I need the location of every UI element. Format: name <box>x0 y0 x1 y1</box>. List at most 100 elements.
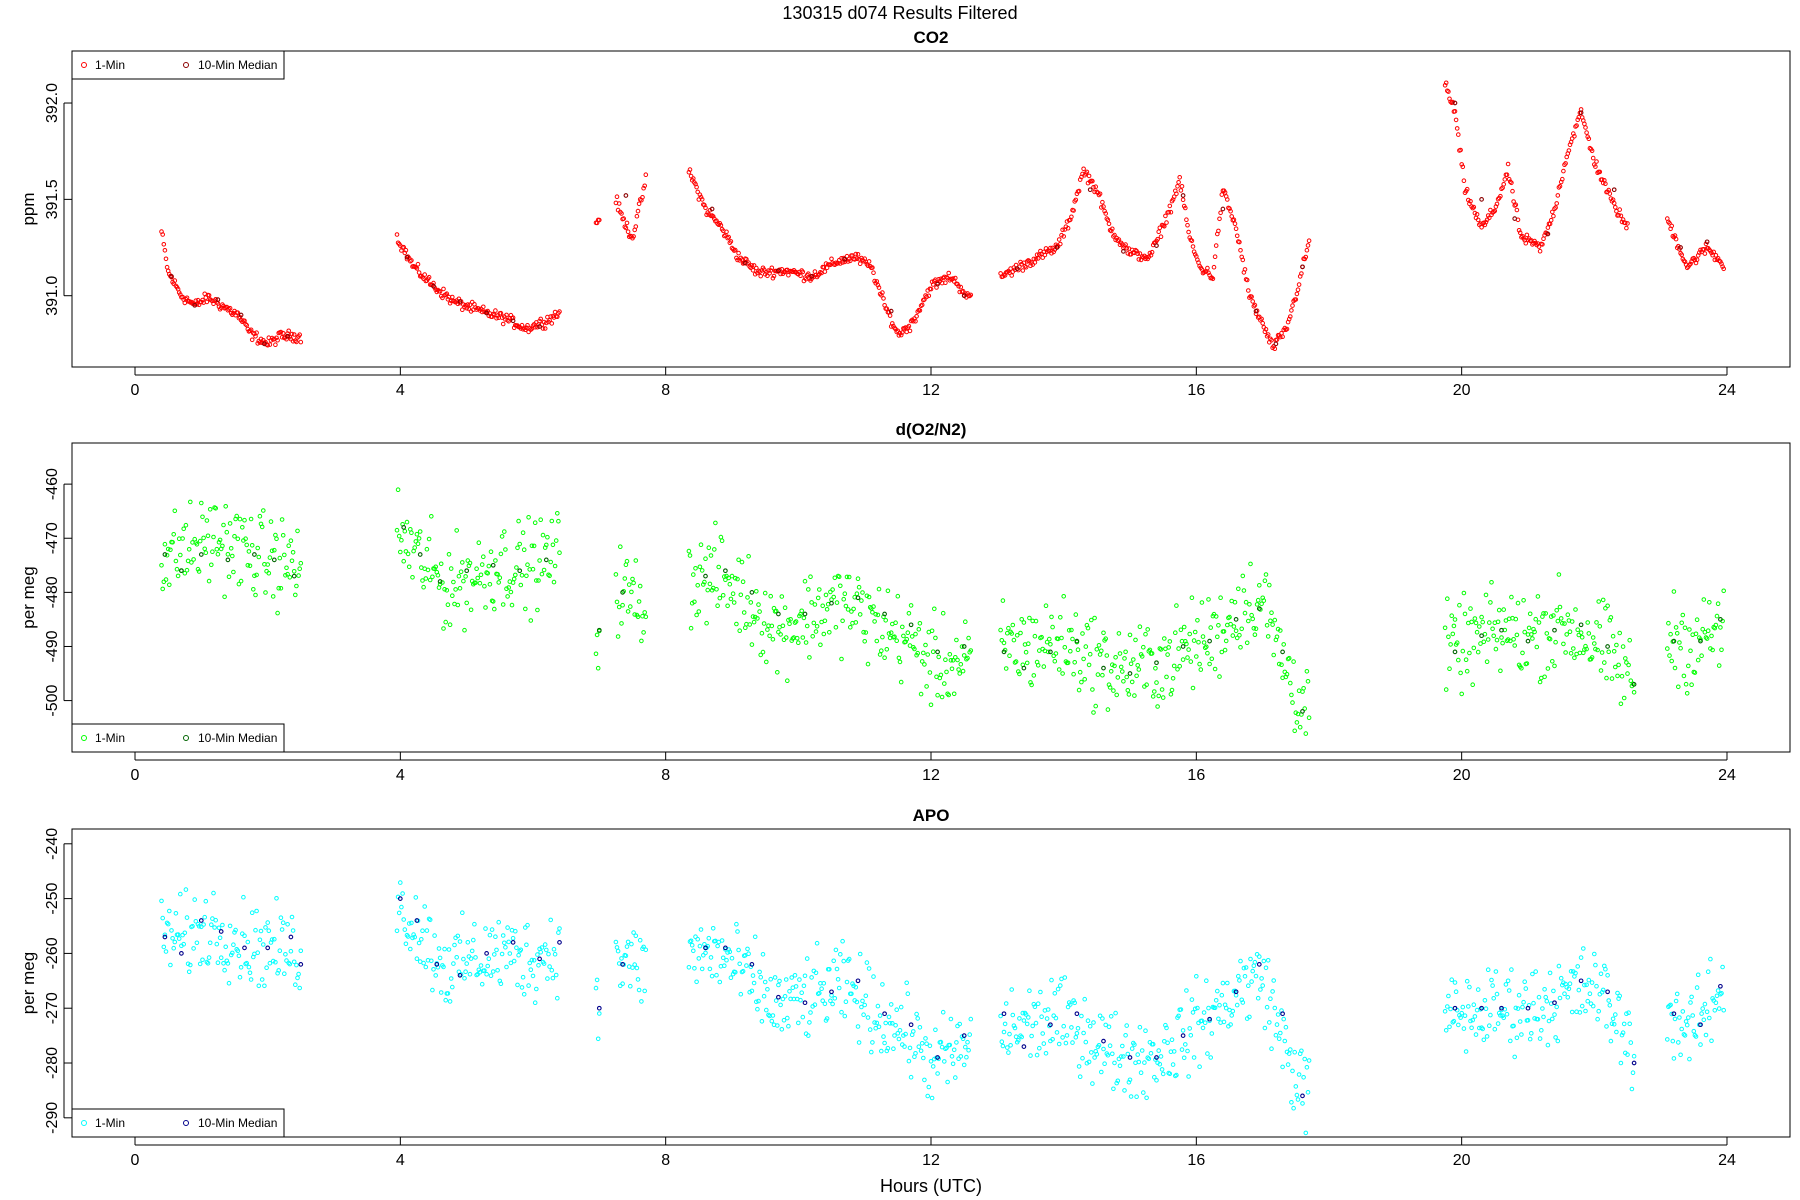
data-point-1min <box>408 946 413 952</box>
data-point-1min <box>716 564 722 570</box>
data-point-1min <box>495 968 500 973</box>
data-point-1min <box>1516 228 1522 233</box>
data-point-1min <box>942 1059 947 1064</box>
data-point-1min <box>862 1002 868 1008</box>
data-point-1min <box>207 507 213 512</box>
data-point-1min <box>1604 1024 1609 1029</box>
data-point-1min <box>694 184 699 190</box>
data-point-1min <box>796 640 801 646</box>
data-point-1min <box>760 952 766 957</box>
data-point-1min <box>1154 1078 1159 1083</box>
data-point-1min <box>1593 962 1598 968</box>
data-point-1min <box>855 576 861 582</box>
data-point-median <box>1154 660 1159 666</box>
data-point-1min <box>1514 207 1520 213</box>
data-point-1min <box>496 580 502 585</box>
data-point-median <box>557 940 562 945</box>
data-point-1min <box>1243 965 1249 970</box>
data-point-1min <box>1070 1040 1075 1045</box>
data-point-1min <box>757 609 762 614</box>
data-point-1min <box>1164 1025 1169 1031</box>
data-point-1min <box>1144 682 1149 688</box>
data-point-1min <box>1550 1016 1555 1022</box>
data-point-1min <box>1262 1025 1268 1031</box>
data-point-1min <box>1558 616 1564 621</box>
data-point-1min <box>963 619 968 625</box>
data-point-1min <box>221 522 226 528</box>
data-point-1min <box>1086 662 1092 668</box>
data-point-1min <box>836 574 842 580</box>
data-point-1min <box>467 302 473 308</box>
data-point-1min <box>1016 669 1021 674</box>
data-point-1min <box>1240 257 1246 263</box>
data-point-1min <box>635 614 641 620</box>
data-point-1min <box>1583 1008 1588 1014</box>
data-point-1min <box>1186 229 1191 235</box>
data-point-1min <box>838 952 843 957</box>
data-point-median <box>1280 1011 1285 1017</box>
data-point-1min <box>777 978 782 984</box>
data-point-1min <box>1001 1029 1007 1035</box>
data-point-1min <box>1589 980 1595 985</box>
data-point-1min <box>1478 1007 1483 1012</box>
data-point-1min <box>935 692 940 698</box>
data-point-1min <box>1506 988 1512 993</box>
data-point-1min <box>1537 248 1543 254</box>
data-point-1min <box>1073 612 1079 617</box>
data-point-1min <box>1122 656 1127 661</box>
data-point-1min <box>710 214 716 219</box>
data-point-1min <box>633 558 639 563</box>
data-point-1min <box>631 234 636 239</box>
data-point-1min <box>409 258 414 263</box>
data-point-1min <box>706 545 712 551</box>
data-point-1min <box>535 952 540 957</box>
data-point-1min <box>1491 633 1496 639</box>
data-point-1min <box>870 610 875 615</box>
data-point-1min <box>1534 644 1540 650</box>
data-point-1min <box>186 547 192 552</box>
data-point-1min <box>431 280 436 286</box>
data-point-1min <box>1504 1011 1510 1017</box>
data-point-1min <box>624 220 630 226</box>
data-point-median <box>1256 606 1262 611</box>
data-point-1min <box>1694 617 1700 623</box>
data-point-median <box>776 611 781 617</box>
data-point-1min <box>1269 610 1274 616</box>
data-point-1min <box>1155 704 1160 709</box>
data-point-1min <box>162 541 168 547</box>
data-point-1min <box>1524 232 1530 238</box>
data-point-1min <box>1147 250 1153 256</box>
data-point-1min <box>773 608 779 614</box>
data-point-1min <box>1617 993 1622 999</box>
data-point-1min <box>792 620 798 625</box>
data-point-1min <box>1586 977 1592 983</box>
data-point-1min <box>1155 236 1160 242</box>
data-point-1min <box>1608 1038 1614 1044</box>
data-point-1min <box>1032 1004 1038 1010</box>
data-point-1min <box>183 887 189 892</box>
data-point-1min <box>455 602 461 608</box>
data-point-1min <box>1135 251 1140 256</box>
data-point-1min <box>1142 1060 1147 1065</box>
data-point-1min <box>635 208 641 214</box>
data-point-1min <box>1028 680 1033 685</box>
data-point-1min <box>1001 640 1007 646</box>
data-point-1min <box>1593 164 1598 169</box>
data-point-1min <box>1227 614 1232 620</box>
data-point-1min <box>492 606 497 612</box>
series-1min <box>159 880 1726 1136</box>
data-point-1min <box>1033 618 1039 624</box>
data-point-1min <box>1453 989 1459 995</box>
data-point-1min <box>881 1034 886 1039</box>
data-point-1min <box>1255 995 1261 1001</box>
data-point-1min <box>1082 996 1087 1002</box>
data-point-median <box>596 1005 602 1011</box>
data-point-1min <box>235 536 241 542</box>
data-point-1min <box>220 922 225 928</box>
data-point-median <box>265 945 271 951</box>
data-point-1min <box>225 552 231 557</box>
data-point-1min <box>1230 1008 1236 1014</box>
data-point-1min <box>1499 635 1504 640</box>
data-point-1min <box>736 250 741 256</box>
data-point-1min <box>1111 1086 1116 1092</box>
